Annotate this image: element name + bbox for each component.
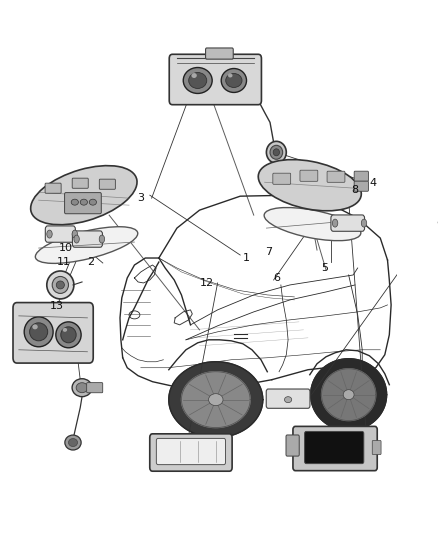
Ellipse shape (228, 74, 233, 77)
FancyBboxPatch shape (286, 435, 299, 456)
FancyBboxPatch shape (45, 183, 61, 193)
FancyBboxPatch shape (372, 440, 381, 455)
FancyBboxPatch shape (99, 179, 115, 189)
Ellipse shape (264, 207, 361, 241)
FancyBboxPatch shape (354, 171, 368, 181)
Ellipse shape (63, 328, 67, 332)
FancyBboxPatch shape (13, 303, 93, 363)
Ellipse shape (361, 219, 367, 227)
FancyBboxPatch shape (64, 192, 101, 214)
Polygon shape (311, 359, 387, 431)
Ellipse shape (99, 235, 105, 243)
Ellipse shape (56, 281, 64, 289)
Polygon shape (181, 372, 250, 427)
Ellipse shape (35, 227, 138, 263)
Ellipse shape (189, 72, 207, 88)
FancyBboxPatch shape (45, 226, 75, 243)
Ellipse shape (270, 146, 283, 159)
FancyBboxPatch shape (354, 181, 368, 191)
Ellipse shape (71, 199, 78, 205)
FancyBboxPatch shape (304, 431, 364, 464)
Ellipse shape (47, 230, 52, 238)
Ellipse shape (76, 383, 88, 393)
Ellipse shape (61, 327, 76, 343)
FancyBboxPatch shape (72, 231, 102, 247)
Text: 5: 5 (321, 263, 328, 273)
Ellipse shape (284, 397, 292, 402)
Ellipse shape (52, 277, 68, 294)
Ellipse shape (72, 379, 92, 397)
Ellipse shape (191, 73, 197, 78)
Ellipse shape (343, 390, 354, 400)
Text: 11: 11 (57, 257, 71, 267)
Ellipse shape (266, 141, 286, 163)
Text: 8: 8 (351, 185, 359, 195)
Ellipse shape (332, 219, 338, 227)
FancyBboxPatch shape (87, 383, 102, 393)
Ellipse shape (24, 317, 53, 347)
Text: 1: 1 (243, 253, 250, 263)
FancyBboxPatch shape (300, 170, 318, 181)
Ellipse shape (30, 323, 48, 341)
Ellipse shape (56, 322, 81, 348)
Ellipse shape (89, 199, 96, 205)
Text: 6: 6 (273, 273, 280, 283)
FancyBboxPatch shape (273, 173, 291, 184)
Text: 3: 3 (137, 193, 144, 203)
Ellipse shape (258, 159, 361, 211)
Ellipse shape (47, 271, 74, 299)
FancyBboxPatch shape (169, 54, 261, 104)
Text: 4: 4 (370, 178, 377, 188)
Ellipse shape (226, 74, 242, 87)
Polygon shape (321, 369, 376, 421)
Ellipse shape (31, 166, 137, 225)
Text: 12: 12 (200, 278, 214, 288)
FancyBboxPatch shape (266, 389, 310, 408)
Ellipse shape (74, 235, 79, 243)
FancyBboxPatch shape (293, 426, 377, 471)
Ellipse shape (32, 325, 38, 329)
FancyBboxPatch shape (205, 48, 233, 59)
Ellipse shape (72, 230, 78, 238)
Ellipse shape (65, 435, 81, 450)
FancyBboxPatch shape (331, 215, 364, 231)
Text: 9: 9 (436, 220, 438, 230)
FancyBboxPatch shape (327, 171, 345, 182)
Text: 13: 13 (50, 301, 64, 311)
Ellipse shape (68, 439, 78, 447)
Ellipse shape (208, 394, 223, 406)
Text: 7: 7 (265, 247, 272, 257)
FancyBboxPatch shape (72, 178, 88, 188)
Ellipse shape (273, 149, 279, 156)
FancyBboxPatch shape (150, 434, 232, 471)
Text: 10: 10 (59, 243, 73, 253)
Polygon shape (169, 362, 263, 438)
Ellipse shape (183, 68, 212, 93)
Ellipse shape (80, 199, 88, 205)
Text: 2: 2 (88, 257, 95, 267)
Ellipse shape (221, 69, 247, 92)
FancyBboxPatch shape (156, 439, 226, 465)
